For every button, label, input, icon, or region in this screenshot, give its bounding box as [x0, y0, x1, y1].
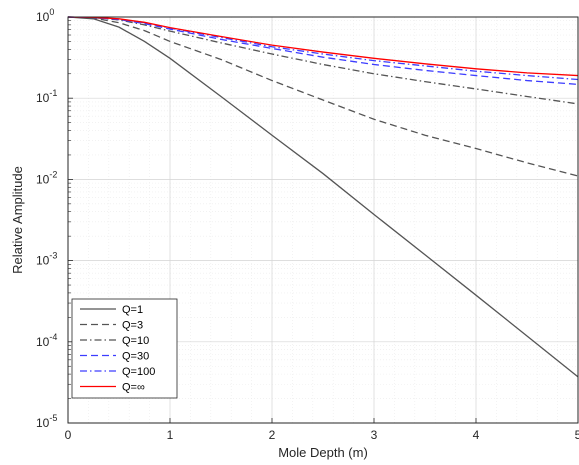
legend-label: Q=∞ [122, 382, 145, 394]
plot-frame [67, 16, 579, 424]
series-line [67, 16, 579, 81]
x-tick-label: 4 [473, 428, 480, 442]
axis-ticks [67, 16, 579, 424]
legend-label: Q=1 [122, 304, 143, 316]
y-tick-label: 10-3 [36, 251, 57, 268]
y-tick-label: 10-5 [36, 413, 57, 430]
y-tick-label: 10-4 [36, 332, 57, 349]
x-tick-label: 5 [575, 428, 579, 442]
series-line [67, 16, 579, 86]
legend-label: Q=3 [122, 320, 143, 332]
legend-label: Q=100 [122, 366, 155, 378]
legend-label: Q=10 [122, 335, 149, 347]
y-tick-label: 10-1 [36, 88, 57, 105]
series-line [67, 16, 579, 378]
x-tick-label: 2 [269, 428, 276, 442]
series-line [67, 16, 579, 105]
y-tick-label: 10-2 [36, 169, 57, 186]
series-line [67, 16, 579, 77]
x-tick-labels: 0 1 2 3 4 5 [65, 428, 579, 442]
x-axis-label: Mole Depth (m) [278, 445, 368, 460]
legend-label: Q=30 [122, 351, 149, 363]
legend-box [71, 298, 178, 399]
legend: Q=1 Q=3 Q=10 Q=30 Q=100 Q=∞ [71, 298, 178, 399]
x-tick-label: 3 [371, 428, 378, 442]
x-tick-label: 0 [65, 428, 72, 442]
y-tick-label: 100 [36, 7, 54, 24]
y-axis-label: Relative Amplitude [10, 166, 25, 274]
series-line [67, 16, 579, 177]
y-tick-labels: 100 10-1 10-2 10-3 10-4 10-5 [36, 7, 57, 430]
series-layer [67, 16, 579, 378]
x-tick-label: 1 [167, 428, 174, 442]
